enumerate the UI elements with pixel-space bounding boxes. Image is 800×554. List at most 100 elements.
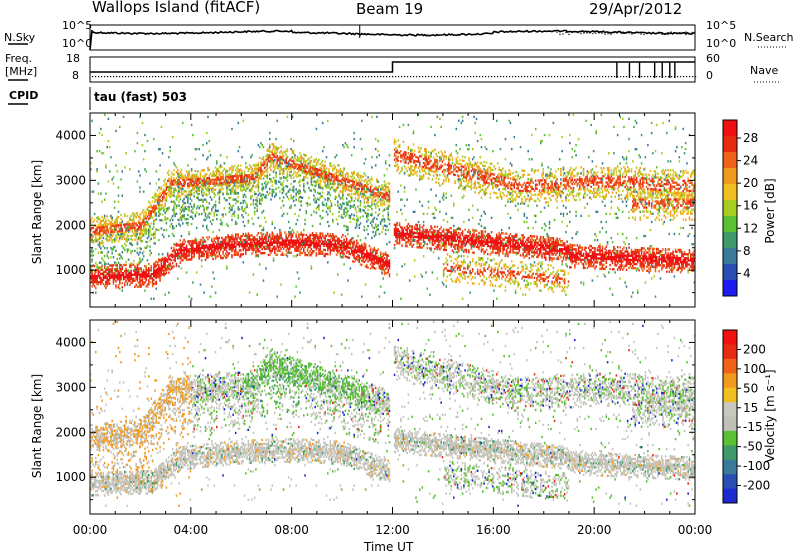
data-cell xyxy=(153,278,155,282)
data-cell xyxy=(190,176,193,179)
data-cell xyxy=(257,189,260,193)
data-cell xyxy=(327,253,329,256)
data-cell xyxy=(236,243,238,246)
data-cell xyxy=(289,206,291,209)
data-cell xyxy=(198,249,200,252)
data-cell xyxy=(270,241,272,244)
data-cell xyxy=(208,150,211,153)
data-cell xyxy=(173,246,175,250)
data-cell xyxy=(301,237,304,240)
data-cell xyxy=(199,249,202,252)
data-cell xyxy=(363,187,366,190)
data-cell xyxy=(242,188,245,191)
data-cell xyxy=(281,253,284,256)
data-cell xyxy=(306,247,309,250)
data-cell xyxy=(231,175,233,178)
data-cell xyxy=(207,156,209,159)
data-cell xyxy=(103,264,106,267)
data-cell xyxy=(314,238,316,241)
data-cell xyxy=(110,276,112,279)
data-cell xyxy=(140,247,142,251)
data-cell xyxy=(125,237,127,240)
data-cell xyxy=(173,208,175,212)
data-cell xyxy=(146,269,149,272)
data-cell xyxy=(353,137,355,141)
data-cell xyxy=(150,216,153,219)
nsearch-dot xyxy=(694,31,696,33)
data-cell xyxy=(125,263,127,267)
data-cell xyxy=(247,232,250,235)
data-cell xyxy=(203,178,205,181)
data-cell xyxy=(258,240,261,243)
data-cell xyxy=(367,201,369,204)
data-cell xyxy=(256,164,258,167)
data-cell xyxy=(165,257,168,260)
data-cell xyxy=(129,263,131,266)
data-cell xyxy=(328,207,330,210)
data-cell xyxy=(228,206,231,210)
data-cell xyxy=(263,162,266,165)
data-cell xyxy=(105,164,107,167)
data-cell xyxy=(142,283,145,286)
data-cell xyxy=(306,158,309,162)
data-cell xyxy=(153,242,155,245)
data-cell xyxy=(103,223,106,226)
data-cell xyxy=(361,119,363,123)
nave-dot xyxy=(134,76,136,78)
data-cell xyxy=(267,149,270,153)
data-cell xyxy=(163,196,165,199)
data-cell xyxy=(303,249,305,253)
data-cell xyxy=(115,218,117,221)
data-cell xyxy=(195,196,198,199)
data-cell xyxy=(261,173,263,177)
data-cell xyxy=(334,172,337,175)
data-cell xyxy=(301,235,304,238)
data-cell xyxy=(243,182,246,185)
freq-label: Freq. xyxy=(5,52,33,65)
data-cell xyxy=(338,164,340,167)
data-cell xyxy=(267,147,270,151)
data-cell xyxy=(234,247,237,250)
nave-dot xyxy=(380,76,382,78)
data-cell xyxy=(135,229,137,232)
data-cell xyxy=(258,224,261,228)
data-cell xyxy=(202,144,204,147)
data-cell xyxy=(340,213,343,217)
data-cell xyxy=(252,169,255,173)
data-cell xyxy=(175,196,178,199)
data-cell xyxy=(298,233,300,236)
data-cell xyxy=(199,171,202,174)
data-cell xyxy=(141,252,144,255)
data-cell xyxy=(164,182,166,185)
data-cell xyxy=(263,241,266,245)
data-cell xyxy=(202,194,204,197)
data-cell xyxy=(135,267,137,270)
data-cell xyxy=(301,243,304,246)
data-cell xyxy=(238,168,241,171)
data-cell xyxy=(300,239,303,242)
data-cell xyxy=(187,213,189,217)
data-cell xyxy=(342,144,344,147)
data-cell xyxy=(350,213,353,216)
data-cell xyxy=(206,131,208,135)
data-cell xyxy=(274,241,276,244)
data-cell xyxy=(217,241,219,244)
data-cell xyxy=(241,172,243,175)
data-cell xyxy=(224,175,227,179)
data-cell xyxy=(195,239,198,242)
data-cell xyxy=(261,187,263,190)
data-cell xyxy=(262,172,265,175)
data-cell xyxy=(159,275,161,278)
data-cell xyxy=(335,172,338,176)
data-cell xyxy=(120,235,122,238)
data-cell xyxy=(270,162,272,166)
data-cell xyxy=(137,267,140,270)
nave-dot xyxy=(92,76,94,78)
data-cell xyxy=(245,195,247,198)
data-cell xyxy=(159,219,161,222)
data-cell xyxy=(102,152,105,155)
nave-dot xyxy=(545,76,547,78)
data-cell xyxy=(213,174,216,177)
data-cell xyxy=(372,230,374,234)
data-cell xyxy=(208,184,211,187)
